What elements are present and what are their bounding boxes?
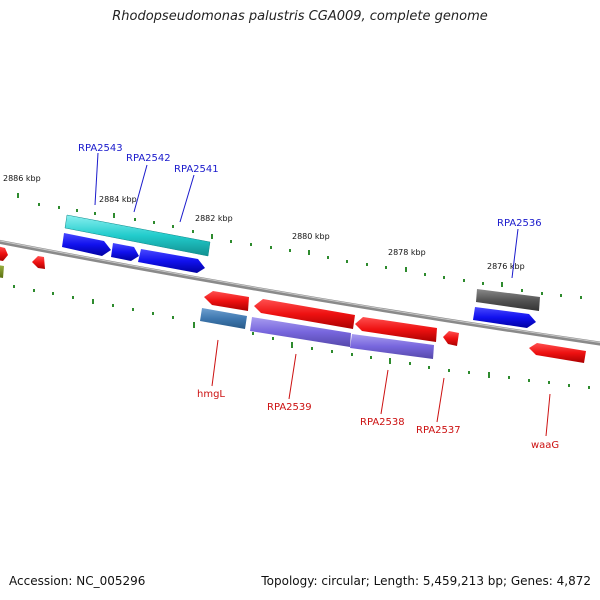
- gene-label-waag[interactable]: waaG: [531, 440, 559, 451]
- gene-arrow-red[interactable]: [32, 256, 45, 269]
- leader-line: [211, 339, 219, 387]
- leader-line: [94, 152, 99, 206]
- gene-arrow-blue[interactable]: [62, 233, 111, 256]
- ruler-label: 2878 kbp: [388, 248, 426, 257]
- gene-arrow-red[interactable]: [204, 291, 249, 311]
- leader-line: [511, 228, 519, 279]
- lower-tick-track: [13, 285, 590, 389]
- gene-arrow-olive[interactable]: [0, 265, 4, 278]
- gene-label-rpa2541[interactable]: RPA2541: [174, 164, 219, 175]
- leader-line: [545, 393, 551, 437]
- gene-arrow-blue[interactable]: [138, 249, 205, 273]
- genome-backbone: [0, 239, 600, 346]
- gene-label-rpa2538[interactable]: RPA2538: [360, 417, 405, 428]
- ruler-label: 2876 kbp: [487, 262, 525, 271]
- ruler-label: 2882 kbp: [195, 214, 233, 223]
- reverse-strand-genes: [0, 246, 586, 363]
- gene-arrow-rpa2538-purple[interactable]: [350, 334, 434, 359]
- gene-arrow-rpa2539-purple[interactable]: [250, 317, 351, 347]
- gene-arrow-rpa2536[interactable]: [476, 289, 540, 311]
- genome-summary-text: Topology: circular; Length: 5,459,213 bp…: [261, 574, 591, 588]
- leader-line: [133, 164, 148, 213]
- gene-label-hmgl[interactable]: hmgL: [197, 389, 225, 400]
- gene-label-rpa2536[interactable]: RPA2536: [497, 218, 542, 229]
- gene-arrow-rpa2539[interactable]: [254, 299, 355, 329]
- gene-arrow-blue[interactable]: [111, 243, 139, 261]
- forward-strand-genes: [0, 214, 540, 328]
- leader-line: [288, 353, 297, 400]
- gene-arrow-blue[interactable]: [473, 307, 536, 328]
- leader-line: [179, 174, 195, 223]
- gene-label-rpa2542[interactable]: RPA2542: [126, 153, 171, 164]
- leader-line: [436, 377, 445, 423]
- gene-arrow-rpa2543[interactable]: [64, 214, 211, 257]
- gene-arrow-hmgl[interactable]: [200, 308, 247, 329]
- ruler-label: 2886 kbp: [3, 174, 41, 183]
- gene-arrow-red[interactable]: [0, 246, 8, 261]
- ruler-label: 2884 kbp: [99, 195, 137, 204]
- map-title: Rhodopseudomonas palustris CGA009, compl…: [112, 9, 488, 24]
- ruler-label: 2880 kbp: [292, 232, 330, 241]
- gene-arrow-waag[interactable]: [529, 343, 586, 363]
- accession-text: Accession: NC_005296: [9, 574, 146, 588]
- gene-arrow-rpa2538[interactable]: [355, 317, 437, 342]
- genome-backbone-highlight: [0, 240, 600, 344]
- gene-label-rpa2543[interactable]: RPA2543: [78, 143, 123, 154]
- upper-tick-track: [17, 193, 582, 299]
- gene-label-rpa2537[interactable]: RPA2537: [416, 425, 461, 436]
- gene-label-rpa2539[interactable]: RPA2539: [267, 402, 312, 413]
- leader-line: [380, 369, 389, 415]
- gene-arrow-rpa2537[interactable]: [443, 331, 459, 346]
